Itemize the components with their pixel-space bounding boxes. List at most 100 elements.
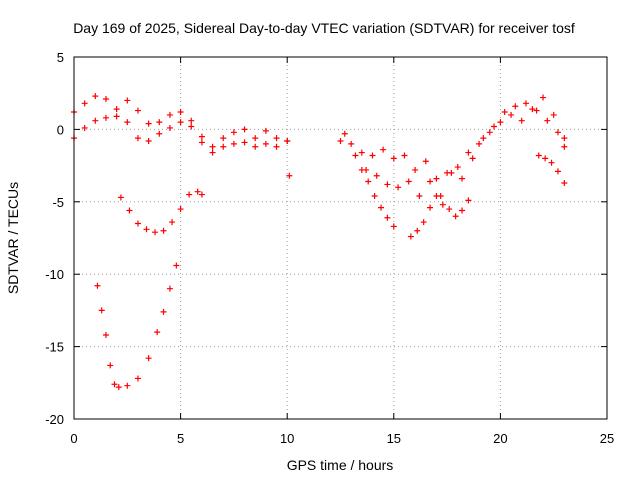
data-point <box>341 130 348 137</box>
data-point <box>262 140 269 147</box>
data-point <box>512 103 519 110</box>
data-point <box>124 119 131 126</box>
data-point <box>378 204 385 211</box>
data-point <box>241 139 248 146</box>
data-point <box>439 201 446 208</box>
data-point <box>117 194 124 201</box>
data-point <box>107 362 114 369</box>
data-point <box>491 123 498 130</box>
data-point <box>134 135 141 142</box>
series-track-g <box>358 166 397 230</box>
data-point <box>465 197 472 204</box>
data-point <box>102 332 109 339</box>
chart-title: Day 169 of 2025, Sidereal Day-to-day VTE… <box>73 20 575 36</box>
data-point <box>186 191 193 198</box>
data-point <box>156 130 163 137</box>
data-point <box>448 169 455 176</box>
data-point <box>446 206 453 213</box>
data-point <box>194 188 201 195</box>
data-point <box>369 152 376 159</box>
plot-frame <box>73 56 608 420</box>
data-point <box>358 149 365 156</box>
data-point <box>154 329 161 336</box>
data-point <box>177 109 184 116</box>
y-ticks: 5 0 -5 -10 -15 -20 <box>45 50 607 427</box>
data-point <box>230 140 237 147</box>
data-point <box>465 149 472 156</box>
data-point <box>416 193 423 200</box>
data-point <box>81 100 88 107</box>
data-point <box>209 149 216 156</box>
data-point <box>145 137 152 144</box>
data-point <box>98 307 105 314</box>
data-point <box>348 140 355 147</box>
series-isolated-point <box>286 172 293 179</box>
data-point <box>476 140 483 147</box>
data-point <box>241 126 248 133</box>
data-point <box>407 233 414 240</box>
data-point <box>459 175 466 182</box>
data-point <box>554 129 561 136</box>
data-point <box>414 227 421 234</box>
data-point <box>252 135 259 142</box>
data-point <box>486 129 493 136</box>
data-point <box>124 382 131 389</box>
data-point <box>188 123 195 130</box>
data-point <box>92 93 99 100</box>
y-axis-label: SDTVAR / TECUs <box>5 182 21 294</box>
series-track-f <box>341 100 568 200</box>
data-point <box>384 214 391 221</box>
data-point <box>111 381 118 388</box>
data-point <box>405 178 412 185</box>
data-point <box>113 113 120 120</box>
data-point <box>198 139 205 146</box>
data-point <box>561 143 568 150</box>
data-point <box>548 159 555 166</box>
data-point <box>252 143 259 150</box>
data-point <box>134 107 141 114</box>
data-point <box>134 375 141 382</box>
data-point <box>371 193 378 200</box>
data-point <box>177 119 184 126</box>
data-point <box>102 95 109 102</box>
data-point <box>152 229 159 236</box>
data-point <box>273 143 280 150</box>
series-track-d <box>94 262 180 391</box>
data-point <box>177 206 184 213</box>
data-point <box>365 178 372 185</box>
data-point <box>166 124 173 131</box>
data-point <box>126 207 133 214</box>
data-point <box>427 204 434 211</box>
grid <box>74 57 607 419</box>
data-point <box>166 111 173 118</box>
x-tick-label: 20 <box>493 431 507 446</box>
data-point <box>390 155 397 162</box>
data-point <box>561 179 568 186</box>
data-point <box>373 172 380 179</box>
data-point <box>433 175 440 182</box>
x-tick-label: 5 <box>177 431 184 446</box>
data-point <box>554 168 561 175</box>
x-tick-label: 10 <box>280 431 294 446</box>
data-point <box>113 106 120 113</box>
data-point <box>529 106 536 113</box>
data-point <box>284 137 291 144</box>
series-track-e <box>337 94 568 182</box>
data-point <box>160 308 167 315</box>
data-point <box>535 152 542 159</box>
data-point <box>173 262 180 269</box>
y-tick-label: -20 <box>45 412 64 427</box>
data-point <box>412 166 419 173</box>
y-tick-label: -15 <box>45 340 64 355</box>
data-point <box>230 129 237 136</box>
data-point <box>115 384 122 391</box>
data-point <box>286 172 293 179</box>
data-point <box>102 114 109 121</box>
y-tick-label: 5 <box>57 50 64 65</box>
data-point <box>160 227 167 234</box>
data-point <box>92 117 99 124</box>
y-tick-label: -5 <box>52 195 64 210</box>
data-point <box>561 135 568 142</box>
data-point <box>145 355 152 362</box>
